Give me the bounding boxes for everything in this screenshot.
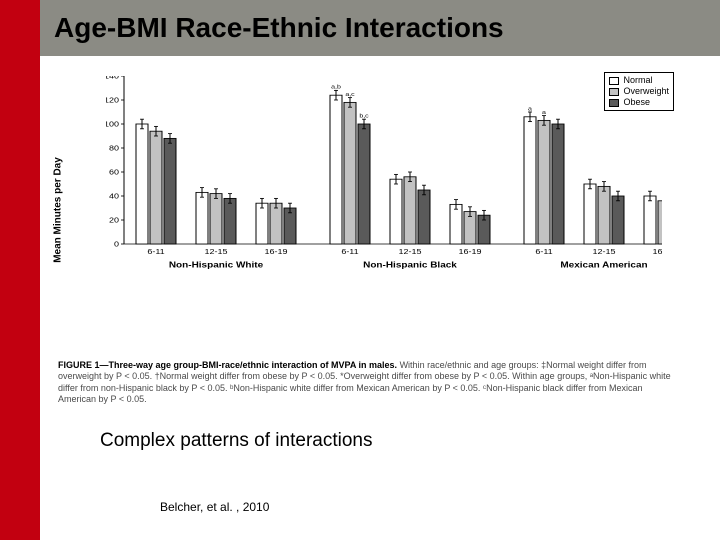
svg-text:0: 0 bbox=[114, 239, 119, 248]
bar bbox=[552, 124, 564, 244]
svg-text:a: a bbox=[528, 106, 532, 112]
svg-text:40: 40 bbox=[109, 191, 119, 200]
bar bbox=[270, 203, 282, 244]
bar bbox=[150, 131, 162, 244]
bar bbox=[358, 124, 370, 244]
bar bbox=[524, 117, 536, 244]
svg-text:6-11: 6-11 bbox=[147, 247, 165, 256]
svg-text:a,c: a,c bbox=[345, 91, 355, 97]
bar bbox=[256, 203, 268, 244]
svg-text:a,b: a,b bbox=[331, 84, 341, 90]
svg-text:a: a bbox=[542, 109, 546, 115]
svg-text:12-15: 12-15 bbox=[593, 247, 616, 256]
svg-text:b,c: b,c bbox=[359, 113, 369, 119]
svg-text:12-15: 12-15 bbox=[399, 247, 422, 256]
svg-text:12-15: 12-15 bbox=[205, 247, 228, 256]
bar bbox=[404, 177, 416, 244]
bar bbox=[224, 198, 236, 244]
svg-text:80: 80 bbox=[109, 143, 119, 152]
bar bbox=[450, 204, 462, 244]
svg-text:120: 120 bbox=[106, 95, 119, 104]
svg-text:60: 60 bbox=[109, 167, 119, 176]
bar bbox=[644, 196, 656, 244]
svg-text:6-11: 6-11 bbox=[535, 247, 553, 256]
bar bbox=[612, 196, 624, 244]
bar bbox=[164, 138, 176, 244]
svg-text:100: 100 bbox=[106, 119, 119, 128]
caption-lead: FIGURE 1—Three-way age group-BMI-race/et… bbox=[58, 360, 397, 370]
body-text: Complex patterns of interactions bbox=[100, 430, 372, 452]
bar bbox=[284, 208, 296, 244]
svg-text:16-19: 16-19 bbox=[459, 247, 482, 256]
bar bbox=[196, 192, 208, 244]
svg-text:Mexican American: Mexican American bbox=[560, 260, 648, 269]
svg-text:Non-Hispanic White: Non-Hispanic White bbox=[169, 260, 263, 269]
bar bbox=[598, 186, 610, 244]
svg-text:16-19: 16-19 bbox=[653, 247, 662, 256]
bar bbox=[136, 124, 148, 244]
slide-title: Age-BMI Race-Ethnic Interactions bbox=[54, 12, 504, 44]
bar bbox=[330, 95, 342, 244]
slide-header: Age-BMI Race-Ethnic Interactions bbox=[40, 0, 720, 56]
chart-container: Mean Minutes per Day Normal Overweight O… bbox=[58, 70, 678, 350]
citation: Belcher, et al. , 2010 bbox=[160, 500, 269, 514]
bar bbox=[418, 190, 430, 244]
svg-text:140: 140 bbox=[106, 76, 119, 80]
bar bbox=[538, 120, 550, 244]
bar bbox=[584, 184, 596, 244]
bar bbox=[344, 102, 356, 244]
bar-chart: 0 20 40 60 80 100 120 140 6-11 12-15 16-19 a,b a,c b,… bbox=[106, 76, 662, 286]
bar bbox=[210, 194, 222, 244]
svg-text:6-11: 6-11 bbox=[341, 247, 359, 256]
bar bbox=[658, 201, 662, 244]
svg-text:16-19: 16-19 bbox=[265, 247, 288, 256]
svg-text:20: 20 bbox=[109, 215, 119, 224]
bar bbox=[390, 179, 402, 244]
svg-text:Non-Hispanic Black: Non-Hispanic Black bbox=[363, 260, 458, 269]
figure-caption: FIGURE 1—Three-way age group-BMI-race/et… bbox=[58, 360, 678, 405]
left-stripe bbox=[0, 0, 40, 540]
y-axis-label: Mean Minutes per Day bbox=[53, 157, 64, 263]
